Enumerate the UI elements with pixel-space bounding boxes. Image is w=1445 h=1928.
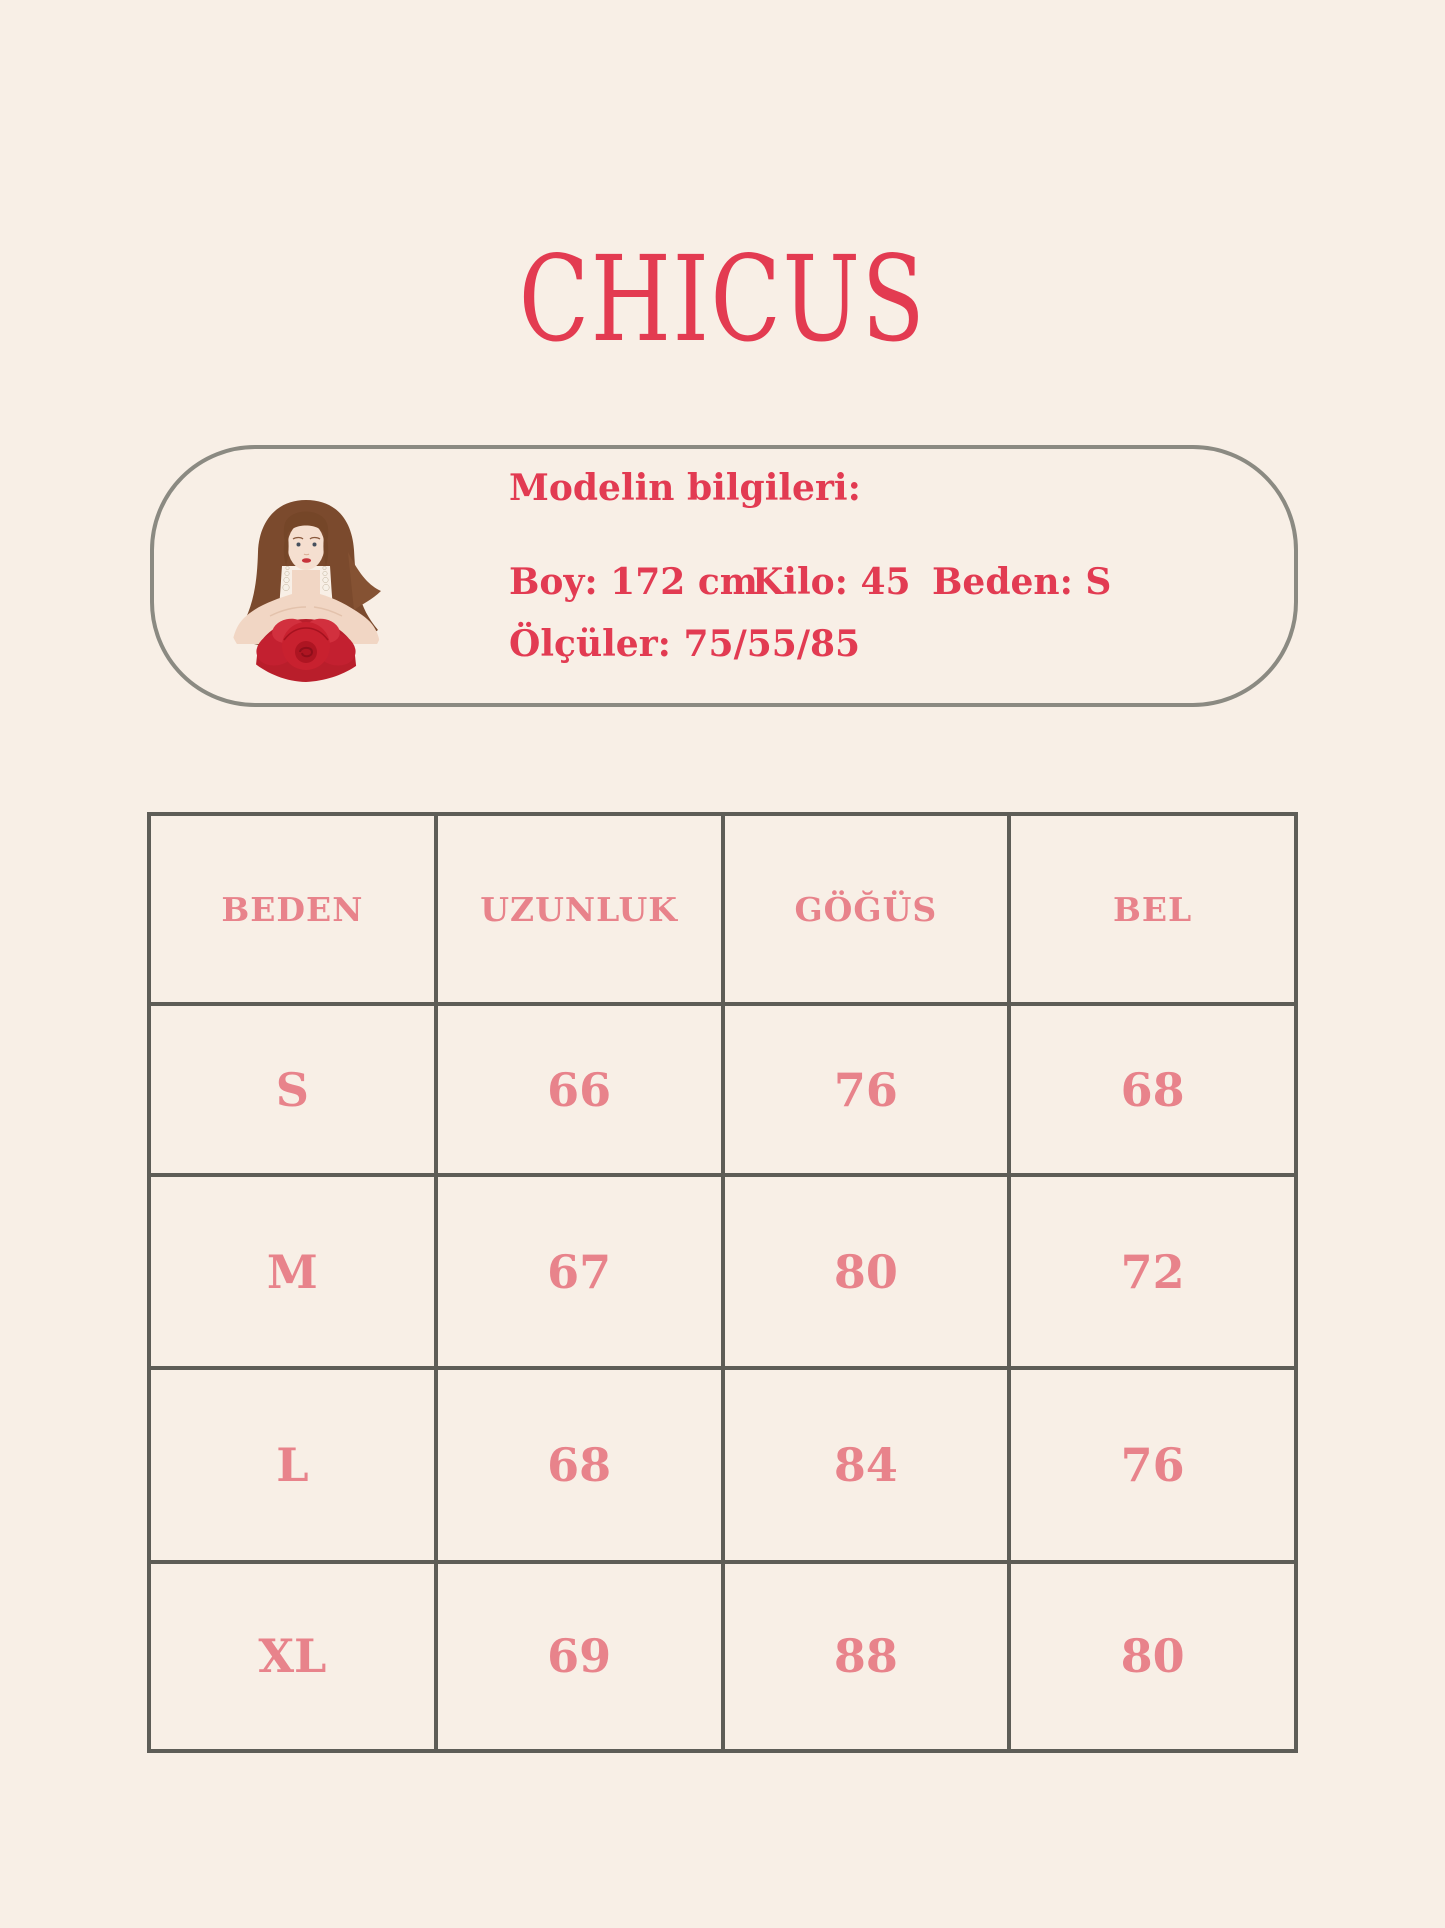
size-row-label-s: S	[151, 1006, 434, 1174]
model-info-heading: Modelin bilgileri:	[509, 467, 861, 509]
table-cell: 76	[724, 1006, 1008, 1174]
model-measurements-stat: Ölçüler: 75/55/85	[509, 623, 861, 665]
column-header-bel: BEL	[1011, 816, 1294, 1003]
model-hair-front	[283, 511, 329, 540]
table-cell: 68	[437, 1369, 721, 1560]
size-row-label-l: L	[151, 1369, 434, 1560]
model-hair-left-lock	[283, 534, 289, 566]
table-cell: 68	[1011, 1006, 1294, 1174]
model-earrings	[282, 566, 330, 591]
model-stats-line: Boy: 172 cm Kilo: 45 Beden: S	[509, 561, 1249, 607]
model-photo	[232, 500, 381, 682]
table-cell: 88	[724, 1563, 1008, 1749]
size-chart-table: BEDEN UZUNLUK GÖĞÜS BEL S 66 76 68 M 67 …	[147, 812, 1298, 1753]
column-header-uzunluk: UZUNLUK	[437, 816, 721, 1003]
table-cell: 72	[1011, 1177, 1294, 1366]
model-height-stat: Boy: 172 cm	[509, 561, 758, 603]
size-row-label-m: M	[151, 1177, 434, 1366]
size-row-label-xl: XL	[151, 1563, 434, 1749]
table-cell: 66	[437, 1006, 721, 1174]
model-brows	[292, 536, 321, 540]
model-left-eye	[296, 542, 301, 547]
model-photo-figure	[232, 500, 381, 682]
table-cell: 84	[724, 1369, 1008, 1560]
model-weight-stat: Kilo: 45	[752, 561, 911, 603]
model-size-stat: Beden: S	[932, 561, 1112, 603]
table-cell: 76	[1011, 1369, 1294, 1560]
model-right-eye	[312, 542, 317, 547]
table-cell: 67	[437, 1177, 721, 1366]
model-info-card: Modelin bilgileri: Boy: 172 cm Kilo: 45 …	[150, 445, 1298, 707]
model-lips	[301, 558, 312, 563]
brand-title: CHICUS	[518, 230, 927, 368]
model-hair-right-lock	[323, 534, 329, 566]
model-nose	[303, 553, 310, 556]
table-cell: 80	[724, 1177, 1008, 1366]
column-header-beden: BEDEN	[151, 816, 434, 1003]
model-collarbone	[269, 606, 343, 617]
model-hair-strand	[348, 552, 381, 610]
table-cell: 69	[437, 1563, 721, 1749]
table-cell: 80	[1011, 1563, 1294, 1749]
model-dress	[254, 618, 358, 682]
model-face	[287, 522, 325, 570]
column-header-gogus: GÖĞÜS	[724, 816, 1008, 1003]
